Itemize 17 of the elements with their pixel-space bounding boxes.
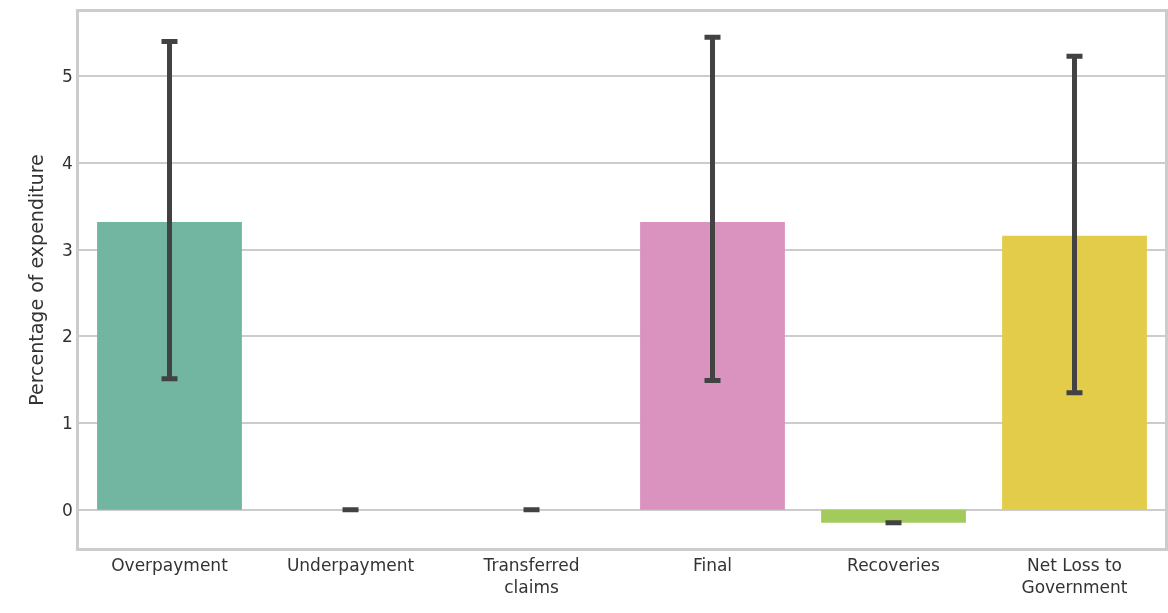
y-tick-label: 5	[62, 66, 73, 87]
bar	[97, 221, 242, 510]
y-tick-label: 4	[62, 152, 73, 173]
bar	[640, 221, 785, 510]
bar	[1002, 235, 1147, 510]
y-tick-label: 1	[62, 413, 73, 434]
x-tick-label: Recoveries	[847, 555, 941, 576]
bar	[821, 509, 966, 523]
x-tick-label: Underpayment	[286, 555, 415, 576]
y-tick-label: 0	[62, 499, 73, 520]
x-tick-label: Overpayment	[111, 555, 229, 576]
x-tick-label: Final	[692, 555, 733, 576]
y-axis-title: Percentage of expenditure	[24, 154, 47, 406]
x-tick-label: Net Loss to Government	[1021, 555, 1128, 598]
y-tick-label: 2	[62, 326, 73, 347]
x-tick-label: Transferred claims	[482, 555, 580, 598]
y-tick-label: 3	[62, 239, 73, 260]
